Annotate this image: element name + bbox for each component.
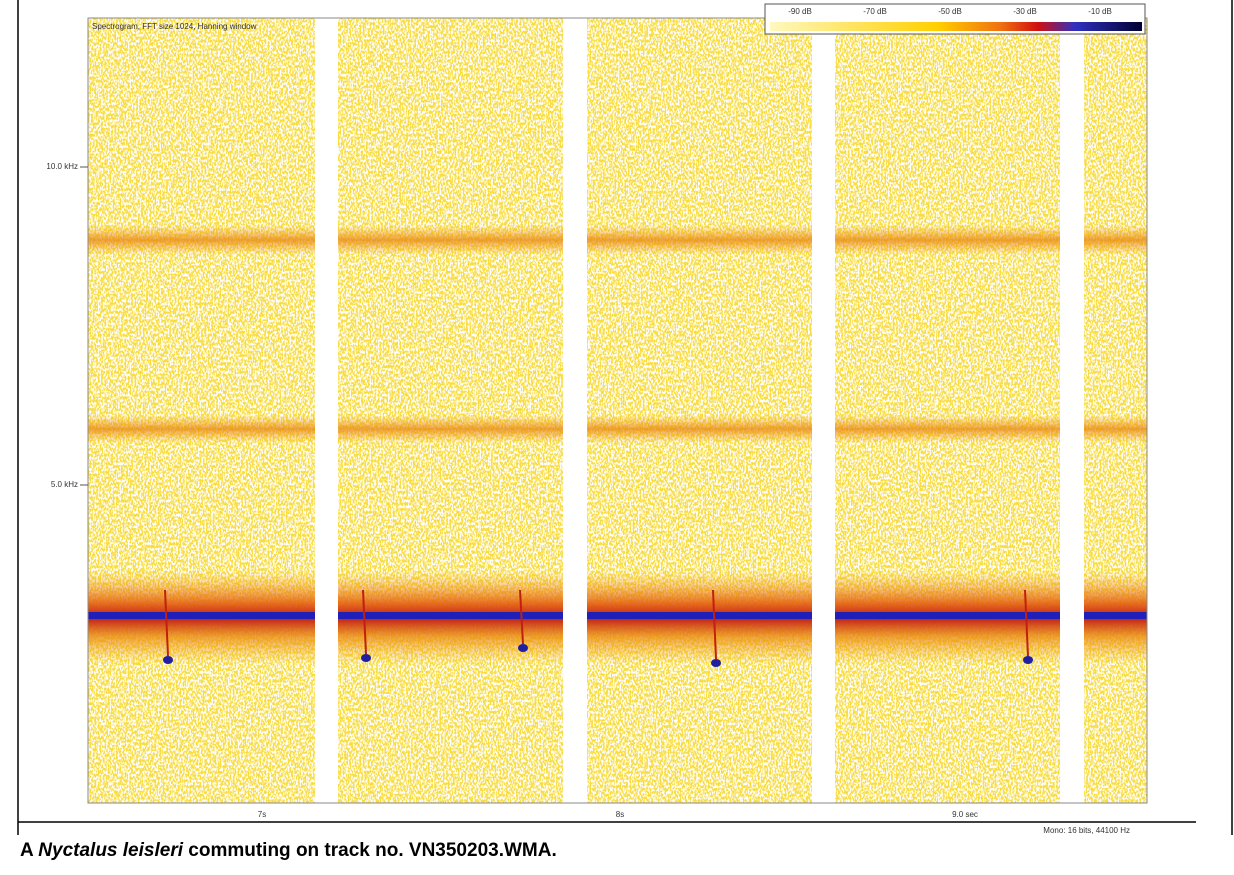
call-sweep [362,589,367,655]
low-line [1084,612,1147,619]
scale-label: -30 dB [1013,7,1037,16]
noise-band [88,225,315,255]
call [361,654,371,662]
plot-title: Spectrogram, FFT size 1024, Hanning wind… [92,22,257,31]
low-line [587,612,812,619]
speckle [338,18,563,803]
format-info: Mono: 16 bits, 44100 Hz [1043,826,1130,835]
noise-band [338,225,563,255]
noise-band [88,415,315,443]
noise-band [835,415,1060,443]
noise-band [587,415,812,443]
low-line [88,612,315,619]
scale-label: -70 dB [863,7,887,16]
x-label: 9.0 sec [952,810,978,819]
speckle [1084,18,1147,803]
x-label: 7s [258,810,266,819]
call-sweep [164,589,169,657]
speckle [587,18,812,803]
speckle [88,18,315,803]
call [1023,656,1033,664]
scale-label: -90 dB [788,7,812,16]
noise-band [587,225,812,255]
noise-band [1084,225,1147,255]
call-sweep [1024,589,1029,657]
x-label: 8s [616,810,624,819]
call-sweep [519,589,524,645]
scale-label: -50 dB [938,7,962,16]
scale-labels: -90 dB -70 dB -50 dB -30 dB -10 dB [788,7,1112,16]
figure: Spectrogram, FFT size 1024, Hanning wind… [17,0,1233,835]
call [163,656,173,664]
caption: A Nyctalus leisleri commuting on track n… [20,840,557,862]
low-line [835,612,1060,619]
caption-prefix: A [20,840,39,861]
call [711,659,721,667]
noise-band [835,225,1060,255]
scale-label: -10 dB [1088,7,1112,16]
plot-border [87,17,1148,804]
spectrogram [88,18,1147,803]
caption-suffix: commuting on track no. VN350203.WMA. [183,840,557,861]
low-line [338,612,563,619]
call-sweep [712,589,717,660]
scale-bar [770,22,1142,31]
y-label: 10.0 kHz [46,162,78,171]
noise-band [338,415,563,443]
noise-band [1084,415,1147,443]
call [518,644,528,652]
y-label: 5.0 kHz [51,480,78,489]
speckle [835,18,1060,803]
species: Nyctalus leisleri [38,840,183,861]
